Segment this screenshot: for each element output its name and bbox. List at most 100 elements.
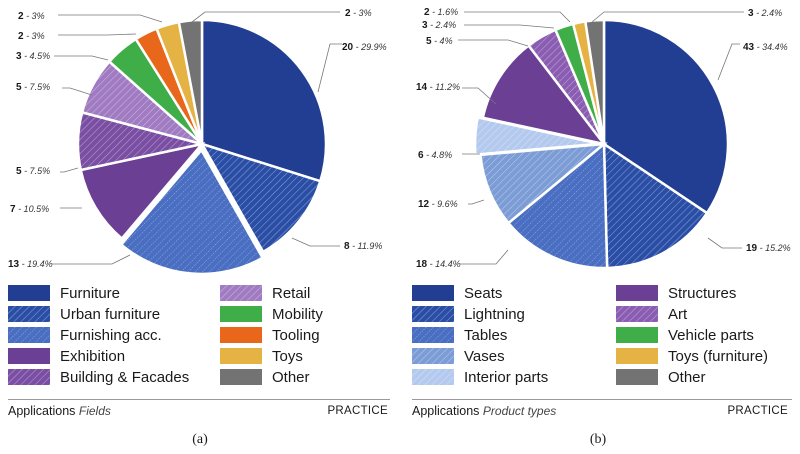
leader-line bbox=[464, 11, 571, 23]
legend-swatch bbox=[616, 327, 658, 343]
data-label-interior-parts: 6 - 4.8% bbox=[418, 150, 480, 161]
pie-slice-furniture bbox=[200, 18, 328, 183]
legend-fields: Furniture Urban furniture Furnishing acc. E… bbox=[0, 283, 400, 391]
legend-item-other: Other bbox=[616, 367, 706, 387]
pie-slice-interior-parts bbox=[473, 115, 600, 156]
pie-chart-fields: 20 - 29.9% 8 - 11.9% 13 - 19.4% 7 - 10.5% 5 … bbox=[8, 8, 387, 276]
data-label-tables: 18 - 14.4% bbox=[416, 249, 509, 270]
legend-label: Mobility bbox=[272, 305, 323, 323]
legend-item-tooling: Tooling bbox=[220, 325, 320, 345]
leader-line bbox=[317, 43, 342, 93]
legend-item-furniture: Furniture bbox=[8, 283, 120, 303]
legend-swatch bbox=[616, 306, 658, 322]
footer-title: Applications Fields bbox=[8, 404, 111, 418]
data-label-vases: 12 - 9.6% bbox=[418, 199, 485, 210]
pie-slice-seats bbox=[602, 18, 730, 215]
legend-swatch bbox=[616, 348, 658, 364]
pie-slice-exhibition bbox=[79, 142, 206, 241]
data-label-text: 19 - 15.2% bbox=[746, 243, 791, 254]
data-label-text: 18 - 14.4% bbox=[416, 259, 461, 270]
legend-label: Tooling bbox=[272, 326, 320, 344]
legend-swatch bbox=[616, 369, 658, 385]
leader-line bbox=[591, 11, 744, 23]
legend-label: Exhibition bbox=[60, 347, 126, 365]
data-label-text: 7 - 10.5% bbox=[10, 204, 49, 215]
data-label-text: 2 - 3% bbox=[18, 31, 45, 42]
legend-item-vases: Vases bbox=[412, 346, 505, 366]
footer-subtitle: Product types bbox=[482, 404, 557, 418]
legend-item-furnishing-acc: Furnishing acc. bbox=[8, 325, 162, 345]
legend-swatch bbox=[8, 285, 50, 301]
legend-swatch bbox=[220, 369, 262, 385]
legend-swatch bbox=[412, 327, 454, 343]
footer-divider bbox=[412, 399, 792, 400]
legend-swatch bbox=[412, 285, 454, 301]
data-label-text: 3 - 4.5% bbox=[16, 51, 50, 62]
legend-item-vehicle-parts: Vehicle parts bbox=[616, 325, 754, 345]
legend-label: Structures bbox=[668, 284, 737, 302]
pie-slice-tables bbox=[506, 141, 609, 270]
legend-swatch bbox=[220, 285, 262, 301]
leader-line bbox=[460, 249, 509, 265]
legend-label: Vehicle parts bbox=[668, 326, 754, 344]
legend-swatch bbox=[616, 285, 658, 301]
data-label-other: 3 - 2.4% bbox=[591, 8, 782, 23]
legend-item-interior-parts: Interior parts bbox=[412, 367, 548, 387]
data-label-retail: 5 - 7.5% bbox=[16, 82, 93, 96]
pie-chart-product-types: 43 - 34.4% 19 - 15.2% 18 - 14.4% 12 - 9.6% 6… bbox=[416, 7, 791, 270]
leader-line bbox=[291, 237, 340, 247]
legend-swatch bbox=[8, 369, 50, 385]
data-label-mobility: 3 - 4.5% bbox=[16, 51, 109, 62]
pie-slice-structures bbox=[481, 43, 608, 146]
legend-swatch bbox=[412, 369, 454, 385]
pie-slice-vases bbox=[479, 142, 608, 225]
data-label-text: 13 - 19.4% bbox=[8, 259, 53, 270]
panel-fields: 20 - 29.9% 8 - 11.9% 13 - 19.4% 7 - 10.5% 5 … bbox=[0, 8, 400, 447]
data-label-other: 2 - 3% bbox=[191, 8, 372, 23]
legend-swatch bbox=[8, 327, 50, 343]
legend-swatch bbox=[220, 327, 262, 343]
legend-item-toys-furniture: Toys (furniture) bbox=[616, 346, 768, 366]
legend-item-lightning: Lightning bbox=[412, 304, 525, 324]
leader-line bbox=[458, 39, 529, 47]
data-label-building-facades: 5 - 7.5% bbox=[16, 166, 79, 177]
legend-item-mobility: Mobility bbox=[220, 304, 323, 324]
pie-slice-urban-furniture bbox=[199, 141, 322, 254]
data-label-seats: 43 - 34.4% bbox=[717, 42, 788, 81]
legend-label: Toys (furniture) bbox=[668, 347, 769, 365]
footer-title-main: Applications bbox=[412, 404, 480, 418]
legend-label: Art bbox=[668, 305, 688, 323]
legend-swatch bbox=[220, 306, 262, 322]
footer-title: Applications Product types bbox=[412, 404, 556, 418]
data-label-text: 43 - 34.4% bbox=[743, 42, 788, 53]
legend-swatch bbox=[412, 348, 454, 364]
leader-line bbox=[58, 33, 137, 36]
data-label-text: 3 - 2.4% bbox=[748, 8, 782, 19]
leader-line bbox=[717, 43, 740, 81]
legend-item-other: Other bbox=[220, 367, 310, 387]
caption-a: (a) bbox=[192, 432, 208, 447]
data-label-tooling: 2 - 3% bbox=[18, 31, 137, 42]
legend-item-tables: Tables bbox=[412, 325, 507, 345]
legend-label: Vases bbox=[464, 347, 505, 365]
legend-item-urban-furniture: Urban furniture bbox=[8, 304, 160, 324]
data-label-vehicle-parts: 3 - 2.4% bbox=[422, 20, 555, 31]
legend-item-building-facades: Building & Facades bbox=[8, 367, 189, 387]
legend-label: Interior parts bbox=[464, 368, 549, 386]
legend-label: Tables bbox=[464, 326, 508, 344]
panel-product-types: 43 - 34.4% 19 - 15.2% 18 - 14.4% 12 - 9.6% 6… bbox=[400, 0, 800, 454]
legend-item-seats: Seats bbox=[412, 283, 502, 303]
leader-line bbox=[52, 254, 131, 265]
data-label-text: 8 - 11.9% bbox=[344, 241, 382, 252]
legend-item-exhibition: Exhibition bbox=[8, 346, 125, 366]
footer-subtitle: Fields bbox=[78, 404, 111, 418]
data-label-text: 2 - 3% bbox=[345, 8, 372, 19]
legend-swatch bbox=[8, 306, 50, 322]
legend-label: Other bbox=[668, 368, 706, 386]
leader-line bbox=[191, 11, 340, 23]
legend-item-retail: Retail bbox=[220, 283, 310, 303]
leader-line bbox=[60, 167, 79, 173]
legend-label: Toys bbox=[272, 347, 303, 365]
data-label-furnishing-acc: 13 - 19.4% bbox=[8, 254, 131, 270]
leader-line bbox=[54, 55, 109, 61]
